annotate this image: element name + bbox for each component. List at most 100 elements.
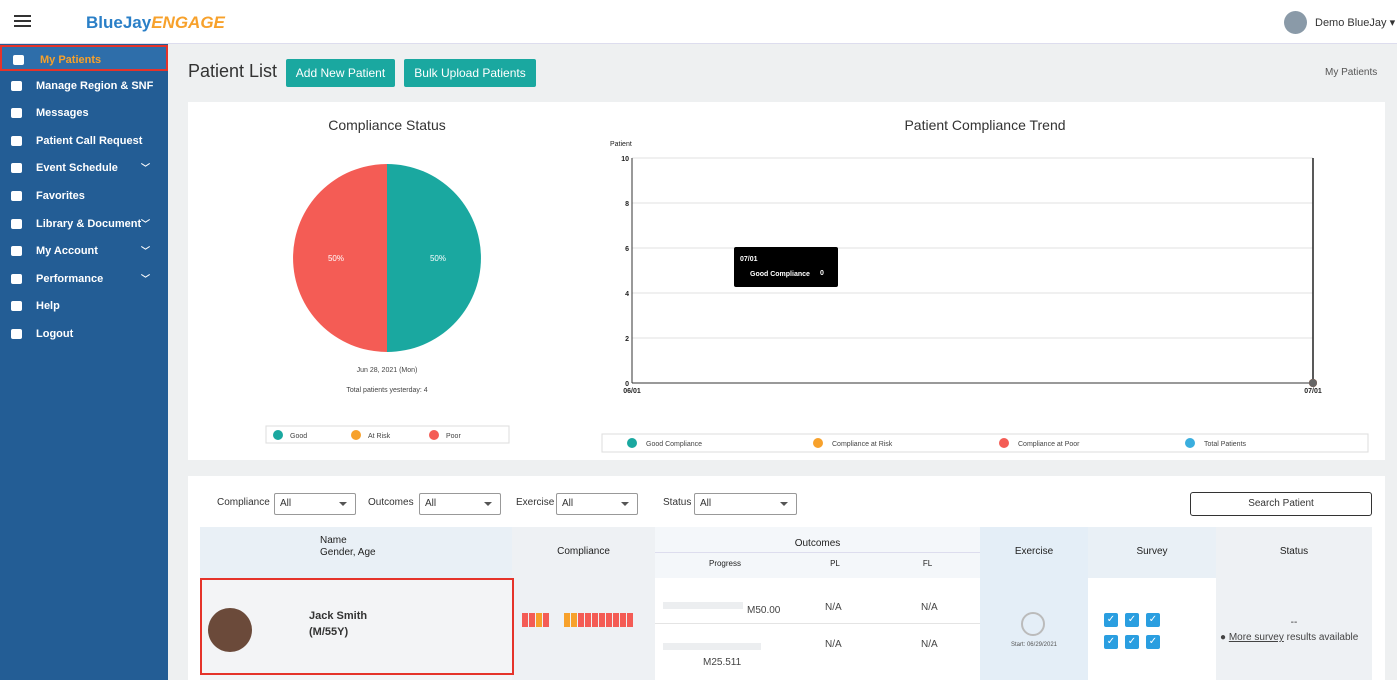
legend-label: Good [290,433,307,440]
y-tick-label: 6 [625,246,629,253]
exercise-ring [1021,612,1045,636]
pie-note: Total patients yesterday: 4 [346,387,427,394]
patient-photo [208,608,252,652]
nav-label: Event Schedule [36,162,118,174]
nav-item[interactable]: Logout [0,321,168,347]
tooltip-value: 0 [820,270,824,277]
nav-icon [11,219,22,229]
column-header: FL [922,559,933,568]
tooltip-label: Good Compliance [750,271,810,278]
progress-bar [663,643,761,650]
user-name: Demo BlueJay [1315,17,1387,29]
top-bar: BlueJayENGAGE Demo BlueJay ▾ [0,0,1397,44]
x-tick-label: 06/01 [623,388,641,395]
survey-check: ✓ [1104,635,1118,649]
survey-check: ✓ [1104,613,1118,627]
nav-item[interactable]: Event Schedule ﹀ [0,155,168,181]
add-patient-button[interactable]: Add New Patient [286,59,395,87]
survey-check: ✓ [1125,613,1139,627]
charts: Compliance Status 50% 50% Jun 28, 2021 (Mon… [265,117,1369,453]
nav-label: Manage Region & SNF [36,80,154,92]
filter-select[interactable]: All [694,493,797,515]
brand: BlueJay [86,13,152,32]
compliance-cell [571,613,577,627]
nav-item[interactable]: Patient Call Request [0,128,168,154]
status-link[interactable]: More survey [1228,632,1284,643]
nav-icon [11,81,22,91]
nav-item[interactable]: Help [0,293,168,319]
nav-item[interactable]: Performance ﹀ [0,266,168,292]
nav-label: Messages [36,107,89,119]
nav-label: Help [36,300,60,312]
legend-label: Compliance at Poor [1018,441,1080,448]
chart-title: Compliance Status [328,117,446,133]
breadcrumb: My Patients [1325,67,1378,78]
nav-item[interactable]: Messages [0,100,168,126]
nav-icon [11,329,22,339]
pie-subtitle: Jun 28, 2021 (Mon) [357,367,418,374]
logo: BlueJayENGAGE [86,13,225,33]
filter-select[interactable]: All [419,493,501,515]
progress-value: M50.00 [747,605,781,616]
nav-item[interactable]: My Account ﹀ [0,238,168,264]
bulk-upload-button[interactable]: Bulk Upload Patients [404,59,536,87]
compliance-cell [529,613,535,627]
chevron: ﹀ [140,274,150,284]
legend-label: At Risk [368,433,391,440]
compliance-cell [543,613,549,627]
y-tick-label: 8 [625,201,629,208]
pie-slice [293,164,387,352]
progress-bar [663,602,743,609]
column-bg [512,527,655,680]
compliance-cell [620,613,626,627]
nav-label: Logout [36,328,74,340]
nav-label: My Patients [40,54,102,66]
compliance-cell [536,613,542,627]
column-header: Status [1279,546,1309,557]
legend-swatch [1185,438,1195,448]
filter-label: Compliance [217,497,270,508]
progress-value: M25.511 [703,657,742,668]
user-menu[interactable]: Demo BlueJay ▾ [1315,17,1396,29]
nav-item[interactable]: Manage Region & SNF [0,73,168,99]
nav-icon [11,136,22,146]
legend-label: Compliance at Risk [832,441,893,448]
patient-gender-age: (M/55Y) [309,626,349,638]
legend-label: Total Patients [1204,441,1247,448]
tooltip [734,247,838,287]
y-tick-label: 0 [625,381,629,388]
row-bg [200,578,512,680]
nav-item[interactable]: My Patients [0,45,168,71]
column-bg [980,527,1088,680]
compliance-cell [578,613,584,627]
table-card: Compliance All Outcomes All Exercise All Statu… [188,476,1385,680]
nav-icon [11,301,22,311]
filter-select[interactable]: All [556,493,638,515]
nav-item[interactable]: Favorites [0,183,168,209]
search-button[interactable]: Search Patient [1190,492,1372,516]
outcomes-divider [655,552,980,553]
slice-label: 50% [328,254,344,263]
nav-label: My Account [36,245,98,257]
avatar [1284,11,1307,34]
menu-button[interactable] [14,15,31,27]
legend [601,433,1369,453]
nav-item[interactable]: Library & Document ﹀ [0,211,168,237]
nav-label: Patient Call Request [36,135,143,147]
patient-name: Jack Smith [309,610,368,622]
compliance-cell [592,613,598,627]
status-suffix: results available [1286,632,1359,643]
filter-select[interactable]: All [274,493,356,515]
sidebar: My Patients Manage Region & SNF Messages Pa… [0,44,168,680]
legend-label: Good Compliance [646,441,702,448]
legend-swatch [351,430,361,440]
y-tick-label: 2 [625,336,629,343]
page-title: Patient List [188,61,278,81]
status-value: -- [1290,617,1298,628]
column-header: Compliance [557,546,610,557]
legend-swatch [429,430,439,440]
x-tick-label: 07/01 [1304,388,1322,395]
column-header: Exercise [1014,546,1054,557]
survey-check: ✓ [1146,635,1160,649]
legend-swatch [999,438,1009,448]
